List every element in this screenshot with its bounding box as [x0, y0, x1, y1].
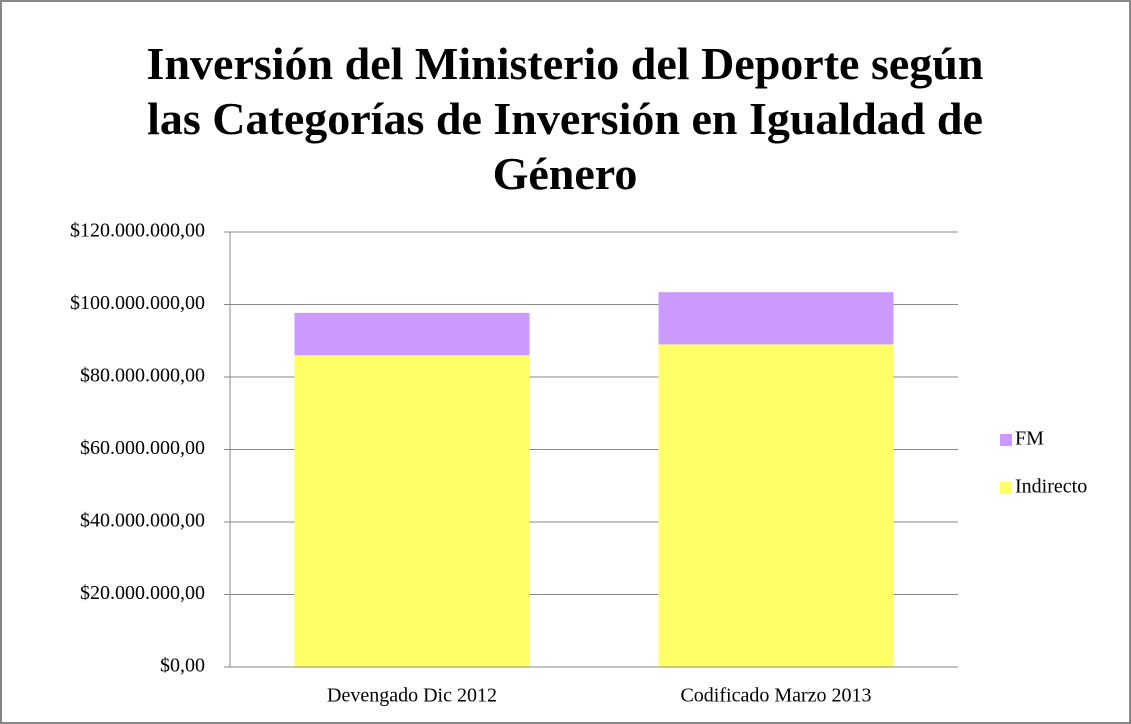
y-tick-label: $40.000.000,00 [80, 510, 205, 532]
legend-swatch [1000, 482, 1012, 494]
y-tick-label: $80.000.000,00 [80, 365, 205, 387]
bar-segment [294, 312, 530, 356]
y-tick-label: $120.000.000,00 [70, 220, 205, 242]
legend-label: Indirecto [1015, 476, 1087, 498]
y-tick-label: $0,00 [160, 655, 205, 677]
legend-label: FM [1015, 428, 1044, 450]
y-tick-label: $100.000.000,00 [70, 292, 205, 314]
x-tick-label: Devengado Dic 2012 [327, 685, 497, 707]
chart-title: Inversión del Ministerio del Deporte seg… [146, 38, 984, 199]
legend-swatch [1000, 434, 1012, 446]
y-tick-label: $60.000.000,00 [80, 437, 205, 459]
bar-segment [658, 292, 894, 345]
bar-segment [294, 355, 530, 667]
y-tick-label: $20.000.000,00 [80, 582, 205, 604]
bar-segment [658, 344, 894, 667]
x-tick-label: Codificado Marzo 2013 [680, 685, 871, 707]
